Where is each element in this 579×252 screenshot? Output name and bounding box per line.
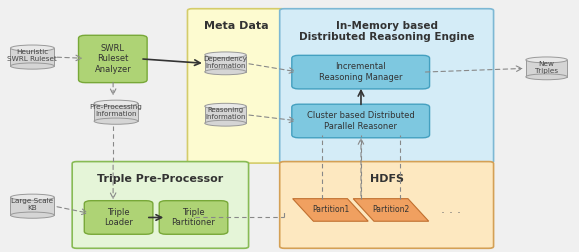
Ellipse shape: [205, 103, 246, 109]
FancyBboxPatch shape: [79, 35, 147, 83]
Text: New
Triples: New Triples: [535, 61, 558, 74]
FancyBboxPatch shape: [280, 9, 493, 163]
Polygon shape: [10, 48, 54, 66]
Polygon shape: [292, 199, 368, 221]
Polygon shape: [205, 55, 246, 72]
Text: Meta Data: Meta Data: [204, 21, 269, 31]
FancyBboxPatch shape: [85, 201, 153, 234]
Ellipse shape: [94, 118, 138, 124]
Text: Dependency
Information: Dependency Information: [204, 56, 247, 69]
Ellipse shape: [10, 212, 54, 218]
FancyBboxPatch shape: [159, 201, 228, 234]
Text: SWRL
Ruleset
Analyzer: SWRL Ruleset Analyzer: [94, 44, 131, 74]
Text: . . .: . . .: [441, 203, 461, 216]
Ellipse shape: [526, 57, 567, 63]
FancyBboxPatch shape: [72, 162, 248, 248]
Text: Cluster based Distributed
Parallel Reasoner: Cluster based Distributed Parallel Reaso…: [307, 111, 415, 131]
Text: Partition2: Partition2: [372, 205, 409, 214]
Ellipse shape: [94, 100, 138, 106]
Text: HDFS: HDFS: [369, 174, 404, 184]
Ellipse shape: [10, 45, 54, 51]
FancyBboxPatch shape: [292, 104, 430, 138]
Ellipse shape: [526, 74, 567, 80]
FancyBboxPatch shape: [292, 55, 430, 89]
Text: Pre-Processing
Information: Pre-Processing Information: [90, 105, 142, 117]
Ellipse shape: [205, 69, 246, 75]
Polygon shape: [205, 106, 246, 123]
Text: In-Memory based
Distributed Reasoning Engine: In-Memory based Distributed Reasoning En…: [299, 21, 474, 42]
Ellipse shape: [205, 120, 246, 126]
Polygon shape: [353, 199, 428, 221]
Ellipse shape: [205, 52, 246, 58]
Text: Incremental
Reasoning Manager: Incremental Reasoning Manager: [319, 62, 402, 82]
Text: Triple
Loader: Triple Loader: [104, 208, 133, 227]
Polygon shape: [526, 60, 567, 77]
Polygon shape: [94, 103, 138, 121]
FancyBboxPatch shape: [188, 9, 286, 163]
Polygon shape: [10, 197, 54, 215]
Text: Partition1: Partition1: [312, 205, 349, 214]
Ellipse shape: [10, 63, 54, 69]
Ellipse shape: [10, 194, 54, 200]
Text: Large Scale
KB: Large Scale KB: [12, 198, 53, 211]
Text: Triple
Partitioner: Triple Partitioner: [171, 208, 215, 227]
Text: Reasoning
Information: Reasoning Information: [206, 107, 245, 120]
Text: Heuristic
SWRL Ruleset: Heuristic SWRL Ruleset: [8, 49, 57, 62]
FancyBboxPatch shape: [280, 162, 493, 248]
Text: Triple Pre-Processor: Triple Pre-Processor: [97, 174, 223, 184]
